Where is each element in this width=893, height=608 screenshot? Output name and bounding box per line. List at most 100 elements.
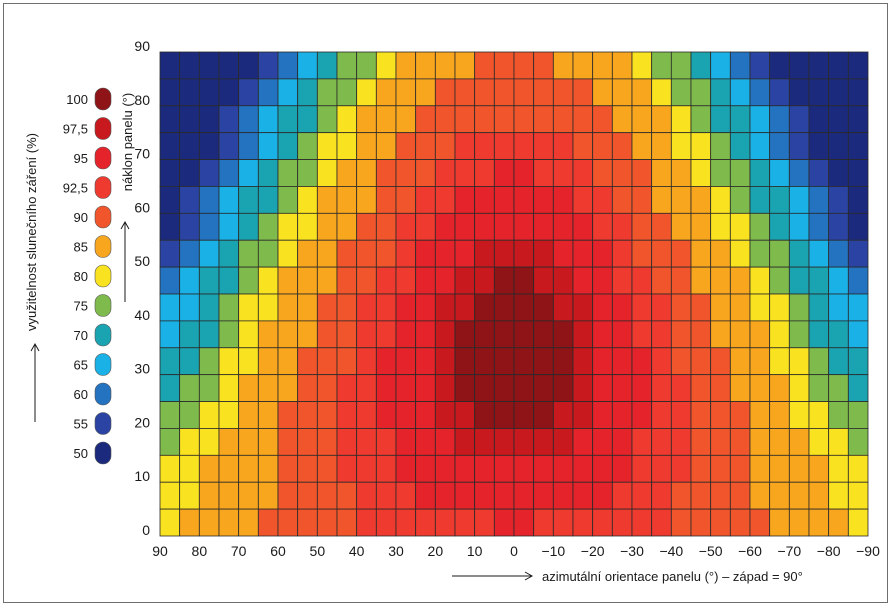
heatmap-cell	[493, 266, 515, 295]
heatmap-cell	[336, 78, 358, 107]
heatmap-cell	[159, 401, 181, 429]
heatmap-cell	[415, 159, 436, 187]
x-tick-label: −50	[699, 543, 723, 559]
legend-swatch	[94, 441, 112, 465]
heatmap-cell	[336, 51, 358, 80]
heatmap-cell	[710, 105, 731, 134]
heatmap-cell	[415, 428, 436, 456]
heatmap-cell	[316, 481, 338, 510]
heatmap-cell	[434, 347, 456, 376]
heatmap-cell	[415, 454, 436, 483]
heatmap-cell	[257, 186, 279, 214]
heatmap-cell	[572, 320, 594, 349]
heatmap-cell	[533, 159, 554, 187]
heatmap-cell	[572, 186, 594, 214]
heatmap-cell	[257, 78, 279, 107]
heatmap-cell	[847, 105, 869, 134]
heatmap-cell	[769, 159, 790, 187]
x-tick-label: −40	[659, 543, 683, 559]
heatmap-cell	[218, 293, 240, 322]
heatmap-cell	[552, 186, 574, 214]
heatmap-cell	[611, 481, 633, 510]
heatmap-cell	[198, 78, 220, 107]
heatmap-cell	[336, 401, 358, 429]
heatmap-cell	[788, 293, 810, 322]
heatmap-cell	[513, 428, 535, 456]
heatmap-cell	[769, 132, 790, 160]
heatmap-cell	[277, 293, 299, 322]
heatmap-cell	[769, 481, 790, 510]
x-tick-label: 20	[428, 543, 444, 559]
heatmap-cell	[336, 320, 358, 349]
heatmap-cell	[729, 293, 751, 322]
y-axis-arrow	[120, 220, 130, 302]
heatmap-cell	[847, 266, 869, 295]
heatmap-cell	[474, 508, 495, 537]
heatmap-cell	[198, 454, 220, 483]
heatmap-cell	[336, 159, 358, 187]
heatmap-cell	[592, 212, 613, 241]
heatmap-cell	[513, 374, 535, 402]
heatmap-cell	[454, 481, 476, 510]
heatmap-cell	[611, 508, 633, 537]
heatmap-cell	[179, 159, 200, 187]
heatmap-cell	[336, 374, 358, 402]
heatmap-cell	[788, 374, 810, 402]
heatmap-cell	[179, 212, 200, 241]
heatmap-cell	[592, 105, 613, 134]
heatmap-cell	[218, 51, 240, 80]
heatmap-cell	[651, 401, 672, 429]
heatmap-cell	[670, 320, 692, 349]
heatmap-cell	[729, 132, 751, 160]
heatmap-cell	[769, 186, 790, 214]
heatmap-cell	[198, 105, 220, 134]
x-tick-label: 50	[310, 543, 326, 559]
legend-label: 80	[74, 269, 88, 284]
heatmap-cell	[572, 51, 594, 80]
heatmap-cell	[375, 374, 397, 402]
heatmap-cell	[395, 374, 417, 402]
heatmap-cell	[257, 159, 279, 187]
heatmap-cell	[474, 186, 495, 214]
heatmap-cell	[336, 132, 358, 160]
heatmap-cell	[552, 347, 574, 376]
heatmap-cell	[474, 428, 495, 456]
heatmap-cell	[375, 78, 397, 107]
heatmap-cell	[297, 347, 318, 376]
heatmap-cell	[572, 132, 594, 160]
heatmap-cell	[729, 51, 751, 80]
legend-label: 50	[74, 446, 88, 461]
heatmap-cell	[808, 239, 830, 268]
heatmap-cell	[690, 78, 712, 107]
heatmap-cell	[179, 132, 200, 160]
heatmap-cell	[651, 320, 672, 349]
heatmap-cell	[474, 51, 495, 80]
x-tick-label: 30	[388, 543, 404, 559]
heatmap-cell	[572, 266, 594, 295]
heatmap-cell	[769, 374, 790, 402]
heatmap-cell	[454, 401, 476, 429]
heatmap-cell	[808, 320, 830, 349]
heatmap-cell	[415, 401, 436, 429]
heatmap-cell	[749, 78, 771, 107]
heatmap-cell	[611, 239, 633, 268]
heatmap-cell	[828, 320, 849, 349]
heatmap-cell	[611, 159, 633, 187]
heatmap-cell	[238, 428, 259, 456]
x-axis-ticks: 90 80 70 60 50 40 30 20 10 0 −10 −20 −30 −40 −50 −60 −70…	[152, 543, 880, 559]
heatmap-cell	[159, 132, 181, 160]
heatmap-cell	[415, 78, 436, 107]
heatmap-cell	[375, 212, 397, 241]
heatmap-cell	[828, 266, 849, 295]
heatmap-cell	[533, 186, 554, 214]
heatmap-cell	[847, 78, 869, 107]
heatmap-cell	[415, 186, 436, 214]
heatmap-cell	[670, 78, 692, 107]
heatmap-cell	[198, 401, 220, 429]
heatmap-cell	[533, 293, 554, 322]
heatmap-cell	[611, 105, 633, 134]
heatmap-cell	[690, 347, 712, 376]
heatmap-cell	[316, 266, 338, 295]
heatmap-cell	[238, 508, 259, 537]
heatmap-cell	[277, 374, 299, 402]
